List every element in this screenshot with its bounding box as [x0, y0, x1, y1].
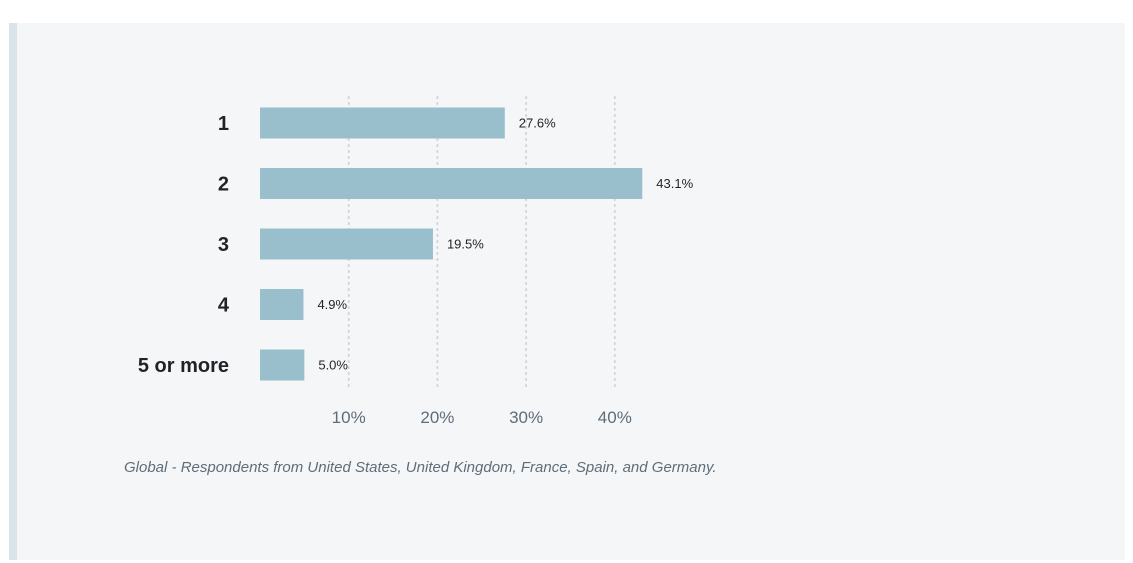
- bar: [260, 107, 505, 139]
- value-label: 4.9%: [317, 297, 347, 312]
- chart-footnote: Global - Respondents from United States,…: [124, 459, 717, 476]
- bar: [260, 289, 304, 320]
- x-tick-label: 20%: [420, 408, 454, 427]
- category-label: 3: [218, 234, 229, 256]
- value-label: 5.0%: [318, 358, 348, 373]
- chart-panel: [9, 23, 1125, 560]
- x-tick-label: 40%: [598, 408, 632, 427]
- category-label: 2: [218, 174, 229, 196]
- value-label: 27.6%: [519, 116, 556, 131]
- category-label: 4: [218, 295, 230, 317]
- bar: [260, 168, 643, 199]
- bar: [260, 228, 433, 260]
- bar: [260, 349, 305, 381]
- value-label: 19.5%: [447, 237, 484, 252]
- x-tick-label: 10%: [332, 408, 366, 427]
- value-label: 43.1%: [656, 176, 693, 191]
- x-tick-label: 30%: [509, 408, 543, 427]
- category-label: 1: [218, 113, 229, 135]
- category-label: 5 or more: [138, 355, 229, 377]
